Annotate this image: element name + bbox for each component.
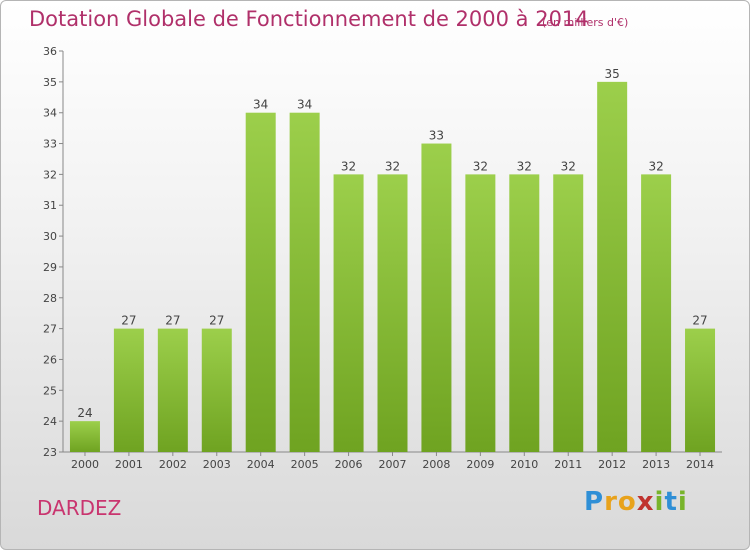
value-label: 34 [297,98,312,112]
y-tick-label: 23 [43,446,57,459]
logo-letter: i [654,487,665,517]
x-tick-label: 2011 [554,458,582,471]
value-label: 32 [561,159,576,173]
bar [113,328,144,452]
y-tick-label: 27 [43,323,57,336]
logo-letter: x [636,487,655,517]
bars [69,81,716,453]
y-tick-label: 31 [43,199,57,212]
x-tick-label: 2006 [335,458,363,471]
bar [69,421,100,452]
logo-letter: o [617,487,637,517]
x-tick-label: 2007 [379,458,407,471]
logo-letter: P [584,487,605,517]
y-tick-label: 35 [43,76,57,89]
bar [201,328,232,452]
chart-title: Dotation Globale de Fonctionnement de 20… [29,7,589,31]
x-tick-label: 2004 [247,458,275,471]
bar [289,112,320,452]
bar [509,174,540,452]
value-label: 27 [121,314,136,328]
data-labels: 24 27 27 27 34 34 32 32 33 32 32 32 35 32 27 [77,67,707,420]
x-tick-label: 2013 [642,458,670,471]
y-tick-label: 36 [43,45,57,58]
x-tick-label: 2009 [466,458,494,471]
value-label: 32 [517,159,532,173]
value-label: 35 [605,67,620,81]
x-tick-label: 2005 [291,458,319,471]
value-label: 24 [77,406,92,420]
bar [377,174,408,452]
x-tick-label: 2000 [71,458,99,471]
place-name: DARDEZ [37,496,122,520]
y-tick-label: 25 [43,384,57,397]
bar [245,112,276,452]
y-tick-label: 24 [43,415,57,428]
axes: 23 24 25 26 27 28 29 30 31 32 33 34 35 36 2000 2001 2002… [43,45,722,471]
bar [641,174,672,452]
value-label: 27 [209,314,224,328]
bar [421,143,452,453]
bar [157,328,188,452]
x-tick-label: 2002 [159,458,187,471]
y-tick-label: 28 [43,292,57,305]
value-label: 32 [648,159,663,173]
x-tick-label: 2014 [686,458,714,471]
bar [333,174,364,452]
x-tick-label: 2008 [422,458,450,471]
y-tick-label: 33 [43,138,57,151]
bar [685,328,716,452]
proxiti-logo: Proxiti [584,487,688,517]
bar [597,81,628,452]
logo-letter: t [664,487,678,517]
value-label: 33 [429,129,444,143]
x-tick-label: 2003 [203,458,231,471]
value-label: 34 [253,98,268,112]
x-tick-label: 2012 [598,458,626,471]
x-tick-label: 2001 [115,458,143,471]
value-label: 32 [473,159,488,173]
x-tick-label: 2010 [510,458,538,471]
value-label: 32 [385,159,400,173]
bar [465,174,496,452]
y-tick-label: 26 [43,353,57,366]
value-label: 32 [341,159,356,173]
value-label: 27 [165,314,180,328]
y-tick-label: 34 [43,107,57,120]
y-tick-label: 30 [43,230,57,243]
y-tick-label: 32 [43,168,57,181]
chart-units: (en milliers d'€) [542,16,629,29]
value-label: 27 [692,314,707,328]
y-tick-label: 29 [43,261,57,274]
logo-letter: i [677,487,688,517]
logo-letter: r [604,487,618,517]
bar [553,174,584,452]
